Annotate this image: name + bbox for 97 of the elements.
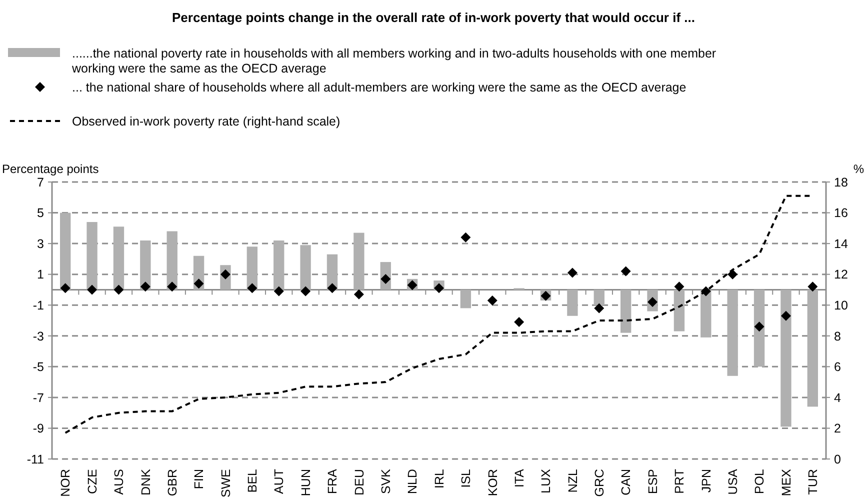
bar [354,232,364,290]
x-tick-label: USA [726,468,740,495]
chart-title: Percentage points change in the overall rate of in-work poverty that would occur if ... [172,10,695,25]
point [60,283,70,294]
y-tick-label: 1 [37,268,44,282]
bar [246,246,258,290]
x-tick-label: NOR [58,469,73,497]
y-tick-label: 7 [37,175,44,190]
x-tick-label: SVK [378,468,393,494]
x-tick-label: IRL [432,468,446,488]
point [460,232,471,242]
x-tick-label: DEU [352,469,366,496]
point [487,295,498,306]
point [674,282,684,292]
x-tick-label: MEX [779,468,794,496]
x-tick-label: AUT [272,468,286,494]
point [247,283,258,294]
bar [674,290,685,332]
y2-tick-label: 16 [834,206,848,220]
point [167,282,178,292]
point [140,282,150,292]
bar [807,290,818,407]
point [728,269,738,280]
bar [567,290,578,316]
point [780,310,791,321]
point [514,317,524,328]
point [274,286,284,296]
y-tick-label: -9 [32,422,44,436]
bar [140,240,151,290]
bar [86,222,98,290]
point [354,289,364,300]
y2-tick-label: 10 [834,298,848,312]
x-tick-label: CZE [85,469,100,494]
point [114,284,124,295]
bar [594,290,604,306]
x-tick-label: GRC [592,469,607,497]
y2-tick-label: 12 [834,268,848,282]
y-tick-label: -7 [32,390,44,405]
bar [700,290,712,338]
x-tick-label: TUR [806,469,820,495]
bar [274,240,284,290]
x-tick-label: NLD [406,469,420,494]
y2-tick-label: 4 [834,390,841,405]
y-tick-label: -11 [26,452,44,466]
legend-label: ... the national share of households where all adult-members are working were the same as the OECD average [72,80,686,94]
y2-tick-label: 18 [834,175,848,190]
x-tick-label: CAN [619,469,634,496]
x-tick-label: GBR [165,469,180,496]
point [300,286,311,296]
point [620,266,631,276]
y-axis-title: Percentage points [2,162,99,176]
point [754,322,764,332]
x-tick-label: PRT [672,468,687,494]
x-tick-label: KOR [486,469,500,496]
legend-label: ......the national poverty rate in households with all members working and in two-adults households with one member working were the same as the OECD average [71,46,716,76]
bar [300,245,311,290]
point [594,303,604,314]
x-tick-label: ESP [646,469,660,494]
x-tick-label: SWE [218,469,233,498]
y2-axis-title: % [853,162,864,176]
x-tick-label: JPN [699,469,714,493]
bar [166,231,178,290]
x-tick-label: BEL [246,468,260,493]
bar [754,290,765,367]
x-tick-label: ITA [512,468,526,488]
point [567,268,578,278]
x-tick-label: NZL [566,468,580,493]
bar [460,290,472,308]
point [87,284,98,295]
point [194,278,204,289]
y2-tick-label: 6 [834,360,841,374]
x-tick-label: POL [752,468,767,494]
x-tick-label: DNK [138,468,153,496]
y-tick-label: -3 [32,329,44,344]
x-tick-label: FIN [192,469,206,490]
y2-tick-label: 2 [834,422,841,436]
bar [620,290,632,333]
legend-label: Observed in-work poverty rate (right-hand scale) [72,114,340,128]
bar [113,226,124,290]
bar [780,290,792,427]
x-tick-label: ISL [459,468,474,488]
bar [727,290,738,376]
x-tick-label: LUX [539,468,554,494]
y-tick-label: 5 [37,206,44,220]
y-tick-label: 3 [37,236,44,251]
y2-tick-label: 14 [834,236,848,251]
x-tick-label: HUN [298,469,313,496]
point [327,283,338,294]
y2-tick-label: 0 [834,452,841,466]
y-tick-label: -5 [32,360,44,374]
point [434,283,444,294]
bar [60,212,71,290]
point [808,282,818,292]
x-tick-label: AUS [112,469,126,495]
x-tick-label: FRA [326,468,340,494]
y-tick-label: -1 [32,298,44,312]
y2-tick-label: 8 [834,329,841,344]
